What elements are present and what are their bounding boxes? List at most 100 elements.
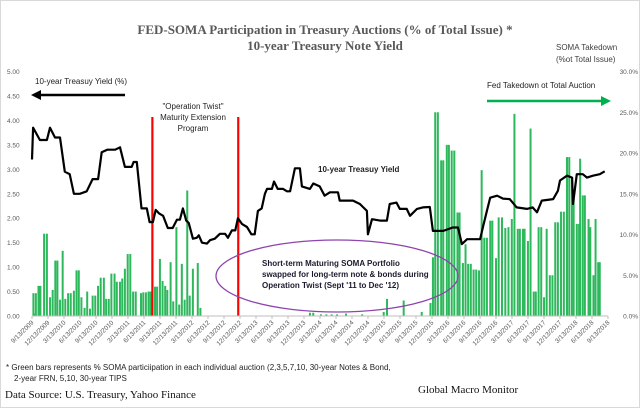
soma-bar — [80, 297, 83, 316]
soma-bar — [132, 291, 135, 316]
right-axis-ticks: 0.0% 5.0% 10.0% 15.0% 20.0% 25.0% 30.0% — [620, 69, 639, 321]
soma-bar — [478, 270, 481, 316]
soma-bar — [497, 217, 500, 316]
soma-bar — [578, 223, 581, 316]
operation-twist-ellipse — [215, 239, 459, 313]
soma-bar — [386, 298, 389, 316]
soma-bar — [158, 258, 161, 316]
soma-bar — [77, 270, 80, 316]
right-arrow-label: Fed Takedown ot Total Auction — [487, 81, 596, 90]
soma-bar — [475, 269, 478, 316]
soma-bar — [169, 262, 172, 316]
soma-bar — [491, 220, 494, 316]
soma-bar — [69, 293, 72, 316]
soma-bar — [594, 219, 597, 316]
ellipse-annotation: Short-term Maturing SOMA Portfolio swapp… — [262, 258, 429, 291]
soma-bar — [442, 160, 445, 316]
soma-bar — [64, 298, 67, 316]
soma-bar — [522, 228, 525, 316]
soma-bar — [447, 144, 450, 316]
soma-bar — [154, 286, 157, 316]
soma-bar — [434, 112, 437, 316]
footnote-line1: * Green bars represents % SOMA particiip… — [6, 363, 391, 372]
soma-bar — [545, 228, 548, 316]
left-tick-label: 3.50 — [7, 142, 20, 149]
soma-bar — [37, 285, 40, 316]
soma-bar — [467, 263, 470, 316]
soma-bar — [99, 277, 102, 316]
op-twist-line1: "Operation Twist" — [162, 102, 224, 111]
soma-bar — [83, 307, 86, 316]
soma-bar — [461, 263, 464, 316]
soma-bar — [178, 304, 181, 316]
soma-bar — [507, 227, 510, 316]
soma-bar — [72, 290, 75, 316]
soma-bar — [575, 223, 578, 316]
soma-bar — [188, 295, 191, 316]
soma-bar — [199, 307, 202, 316]
soma-bar — [134, 291, 137, 316]
ellipse-line2: swapped for long-term note & bonds durin… — [262, 270, 429, 279]
left-tick-label: 1.00 — [7, 265, 20, 272]
soma-bar — [562, 211, 565, 316]
soma-bar — [560, 211, 563, 316]
x-axis-ticks: 9/13/200912/13/20093/13/20106/13/20109/1… — [10, 316, 612, 347]
left-tick-label: 2.50 — [7, 191, 20, 198]
soma-bar — [565, 157, 568, 316]
soma-bar — [180, 263, 183, 316]
chart-title: FED-SOMA Participation in Treasury Aucti… — [137, 22, 513, 37]
soma-bar — [583, 195, 586, 316]
soma-bar — [156, 286, 159, 316]
soma-bar — [139, 293, 142, 316]
soma-bar — [464, 244, 467, 316]
soma-bar — [32, 293, 35, 316]
soma-bar — [436, 112, 439, 316]
data-source: Data Source: U.S. Treasury, Yahoo Financ… — [5, 389, 196, 401]
left-tick-label: 3.00 — [7, 167, 20, 174]
left-arrow-label: 10-year Treasuy Yield (%) — [35, 77, 128, 86]
left-tick-label: 0.50 — [7, 289, 20, 296]
soma-bar — [105, 298, 108, 316]
soma-bar — [440, 160, 443, 316]
left-tick-label: 5.00 — [7, 69, 20, 76]
soma-bar — [556, 222, 559, 316]
arrow-right-icon — [601, 96, 611, 106]
soma-bar — [34, 293, 37, 316]
soma-bar — [186, 190, 189, 316]
left-arrow — [31, 90, 125, 100]
soma-bar — [489, 220, 492, 316]
chart-subtitle: 10-year Treasury Note Yield — [247, 38, 403, 53]
soma-bar — [469, 263, 472, 316]
soma-bar — [456, 212, 459, 316]
soma-bar — [115, 281, 118, 316]
soma-bar — [554, 222, 557, 316]
soma-bar — [330, 314, 333, 316]
soma-bar — [121, 278, 124, 316]
right-tick-label: 0.0% — [623, 314, 638, 321]
op-twist-line2: Maturity Extension — [160, 113, 226, 122]
soma-bar — [336, 314, 339, 316]
soma-bar — [382, 311, 385, 316]
soma-bar — [118, 281, 121, 316]
soma-bar — [450, 150, 453, 316]
right-tick-label: 30.0% — [620, 69, 639, 76]
soma-bar — [94, 295, 97, 316]
soma-bar — [91, 295, 94, 316]
soma-bar — [89, 308, 92, 316]
right-tick-label: 10.0% — [620, 232, 639, 239]
soma-bar — [183, 299, 186, 316]
soma-bar — [537, 227, 540, 316]
soma-bar — [516, 228, 519, 316]
soma-bar — [175, 227, 178, 316]
arrow-left-icon — [31, 90, 41, 100]
right-tick-label: 5.0% — [623, 273, 638, 280]
soma-bar — [598, 262, 601, 316]
soma-bar — [325, 314, 328, 316]
soma-bar — [523, 228, 526, 316]
right-axis-title-line1: SOMA Takedown — [556, 43, 618, 52]
soma-bar — [86, 291, 89, 316]
soma-bar — [513, 113, 516, 316]
soma-bar — [500, 217, 503, 316]
soma-bar — [196, 263, 199, 316]
